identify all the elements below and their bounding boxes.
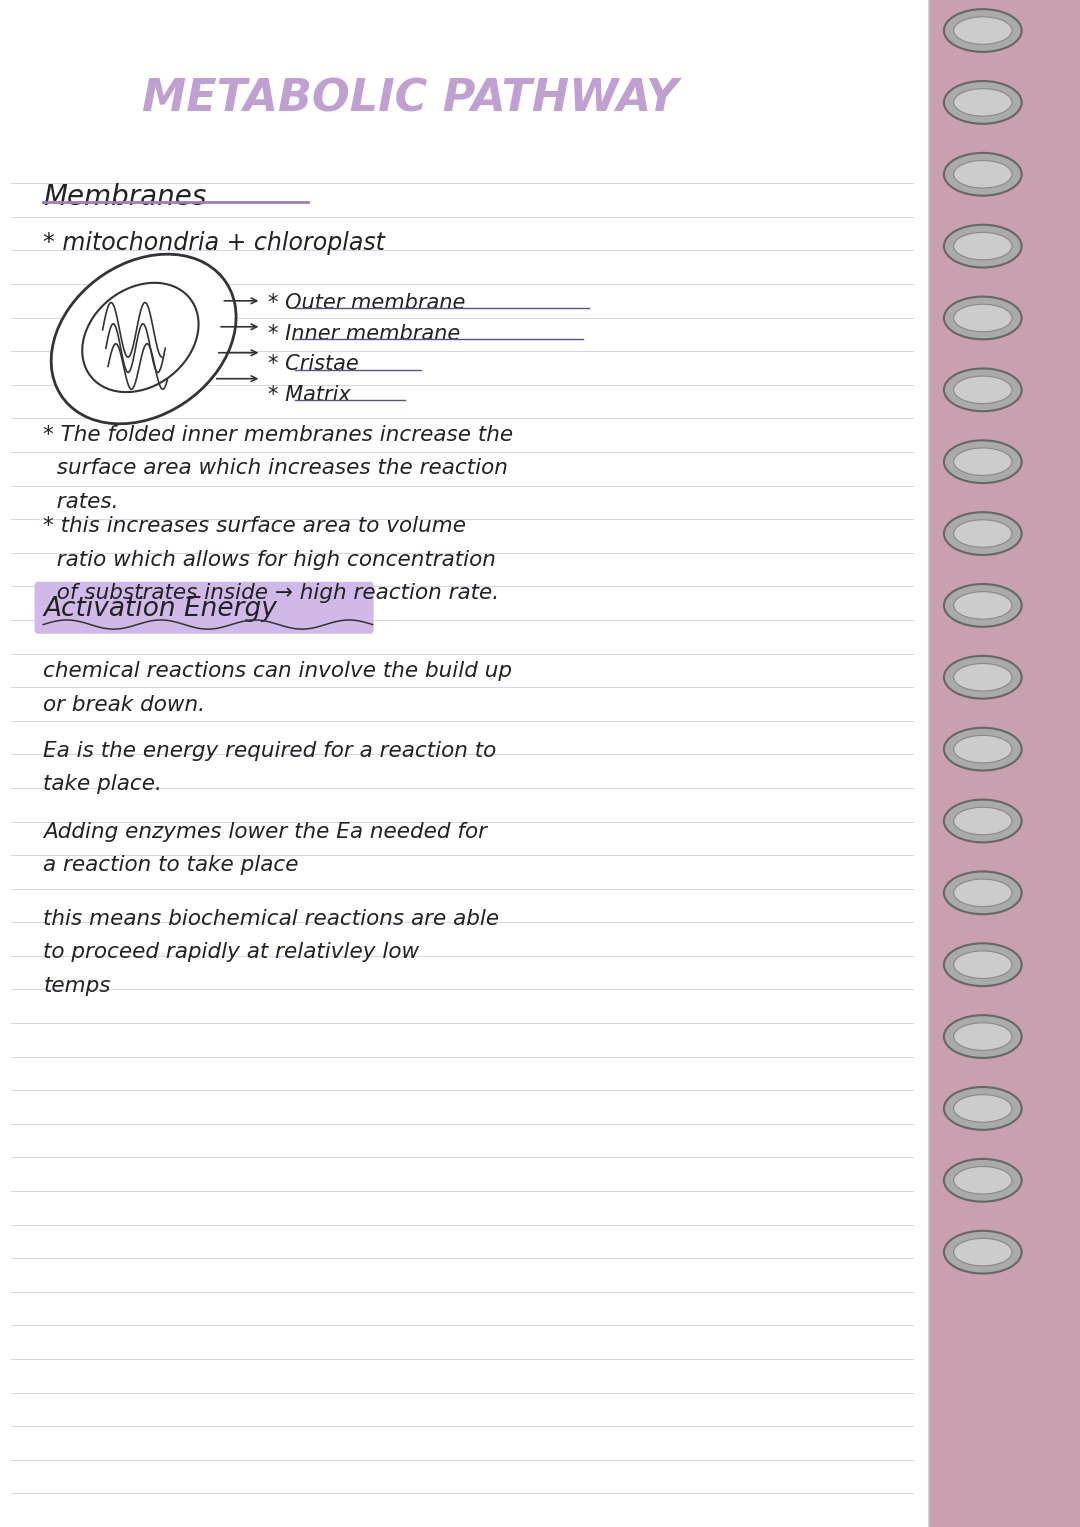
Text: METABOLIC PATHWAY: METABOLIC PATHWAY [143,78,678,121]
Ellipse shape [944,224,1022,267]
Ellipse shape [944,1159,1022,1202]
Text: Adding enzymes lower the Ea needed for: Adding enzymes lower the Ea needed for [43,822,487,841]
Text: to proceed rapidly at relativley low: to proceed rapidly at relativley low [43,942,419,962]
Polygon shape [0,0,923,183]
Ellipse shape [944,440,1022,483]
Ellipse shape [944,728,1022,771]
Text: surface area which increases the reaction: surface area which increases the reactio… [43,458,508,478]
Text: this means biochemical reactions are able: this means biochemical reactions are abl… [43,909,499,928]
Ellipse shape [954,447,1012,475]
Ellipse shape [954,591,1012,618]
Ellipse shape [944,583,1022,626]
Ellipse shape [944,872,1022,915]
Text: take place.: take place. [43,774,162,794]
Ellipse shape [944,368,1022,411]
Ellipse shape [954,304,1012,331]
Text: * Matrix: * Matrix [268,385,351,405]
Ellipse shape [954,736,1012,764]
Text: * mitochondria + chloroplast: * mitochondria + chloroplast [43,231,386,255]
Ellipse shape [954,232,1012,260]
Ellipse shape [954,808,1012,835]
Ellipse shape [954,17,1012,44]
Ellipse shape [954,664,1012,692]
Ellipse shape [82,282,199,392]
Ellipse shape [954,160,1012,188]
Ellipse shape [944,800,1022,843]
Ellipse shape [944,153,1022,195]
Ellipse shape [944,657,1022,699]
FancyBboxPatch shape [0,0,929,1527]
Ellipse shape [51,253,237,425]
Text: a reaction to take place: a reaction to take place [43,855,299,875]
Ellipse shape [944,1087,1022,1130]
Ellipse shape [944,81,1022,124]
Ellipse shape [944,1015,1022,1058]
FancyBboxPatch shape [35,582,374,634]
Text: ratio which allows for high concentration: ratio which allows for high concentratio… [43,550,496,570]
Text: or break down.: or break down. [43,695,205,715]
Ellipse shape [954,1023,1012,1051]
Text: of substrates inside → high reaction rate.: of substrates inside → high reaction rat… [43,583,499,603]
Ellipse shape [954,1095,1012,1122]
Text: * this increases surface area to volume: * this increases surface area to volume [43,516,467,536]
Text: chemical reactions can involve the build up: chemical reactions can involve the build… [43,661,512,681]
Ellipse shape [944,1231,1022,1274]
Text: * Outer membrane: * Outer membrane [268,293,465,313]
Ellipse shape [954,880,1012,907]
Text: Ea is the energy required for a reaction to: Ea is the energy required for a reaction… [43,741,497,760]
Ellipse shape [954,376,1012,403]
Text: rates.: rates. [43,492,119,512]
Text: Activation Energy: Activation Energy [43,596,278,621]
Ellipse shape [944,944,1022,986]
Ellipse shape [944,512,1022,554]
Text: * Cristae: * Cristae [268,354,359,374]
Ellipse shape [944,296,1022,339]
Ellipse shape [954,519,1012,547]
Ellipse shape [954,1238,1012,1266]
Ellipse shape [954,951,1012,979]
Ellipse shape [954,89,1012,116]
Text: * Inner membrane: * Inner membrane [268,324,460,344]
Ellipse shape [954,1167,1012,1194]
Text: temps: temps [43,976,111,996]
Text: Membranes: Membranes [43,183,206,211]
Polygon shape [0,0,76,137]
Ellipse shape [944,9,1022,52]
Text: * The folded inner membranes increase the: * The folded inner membranes increase th… [43,425,513,444]
